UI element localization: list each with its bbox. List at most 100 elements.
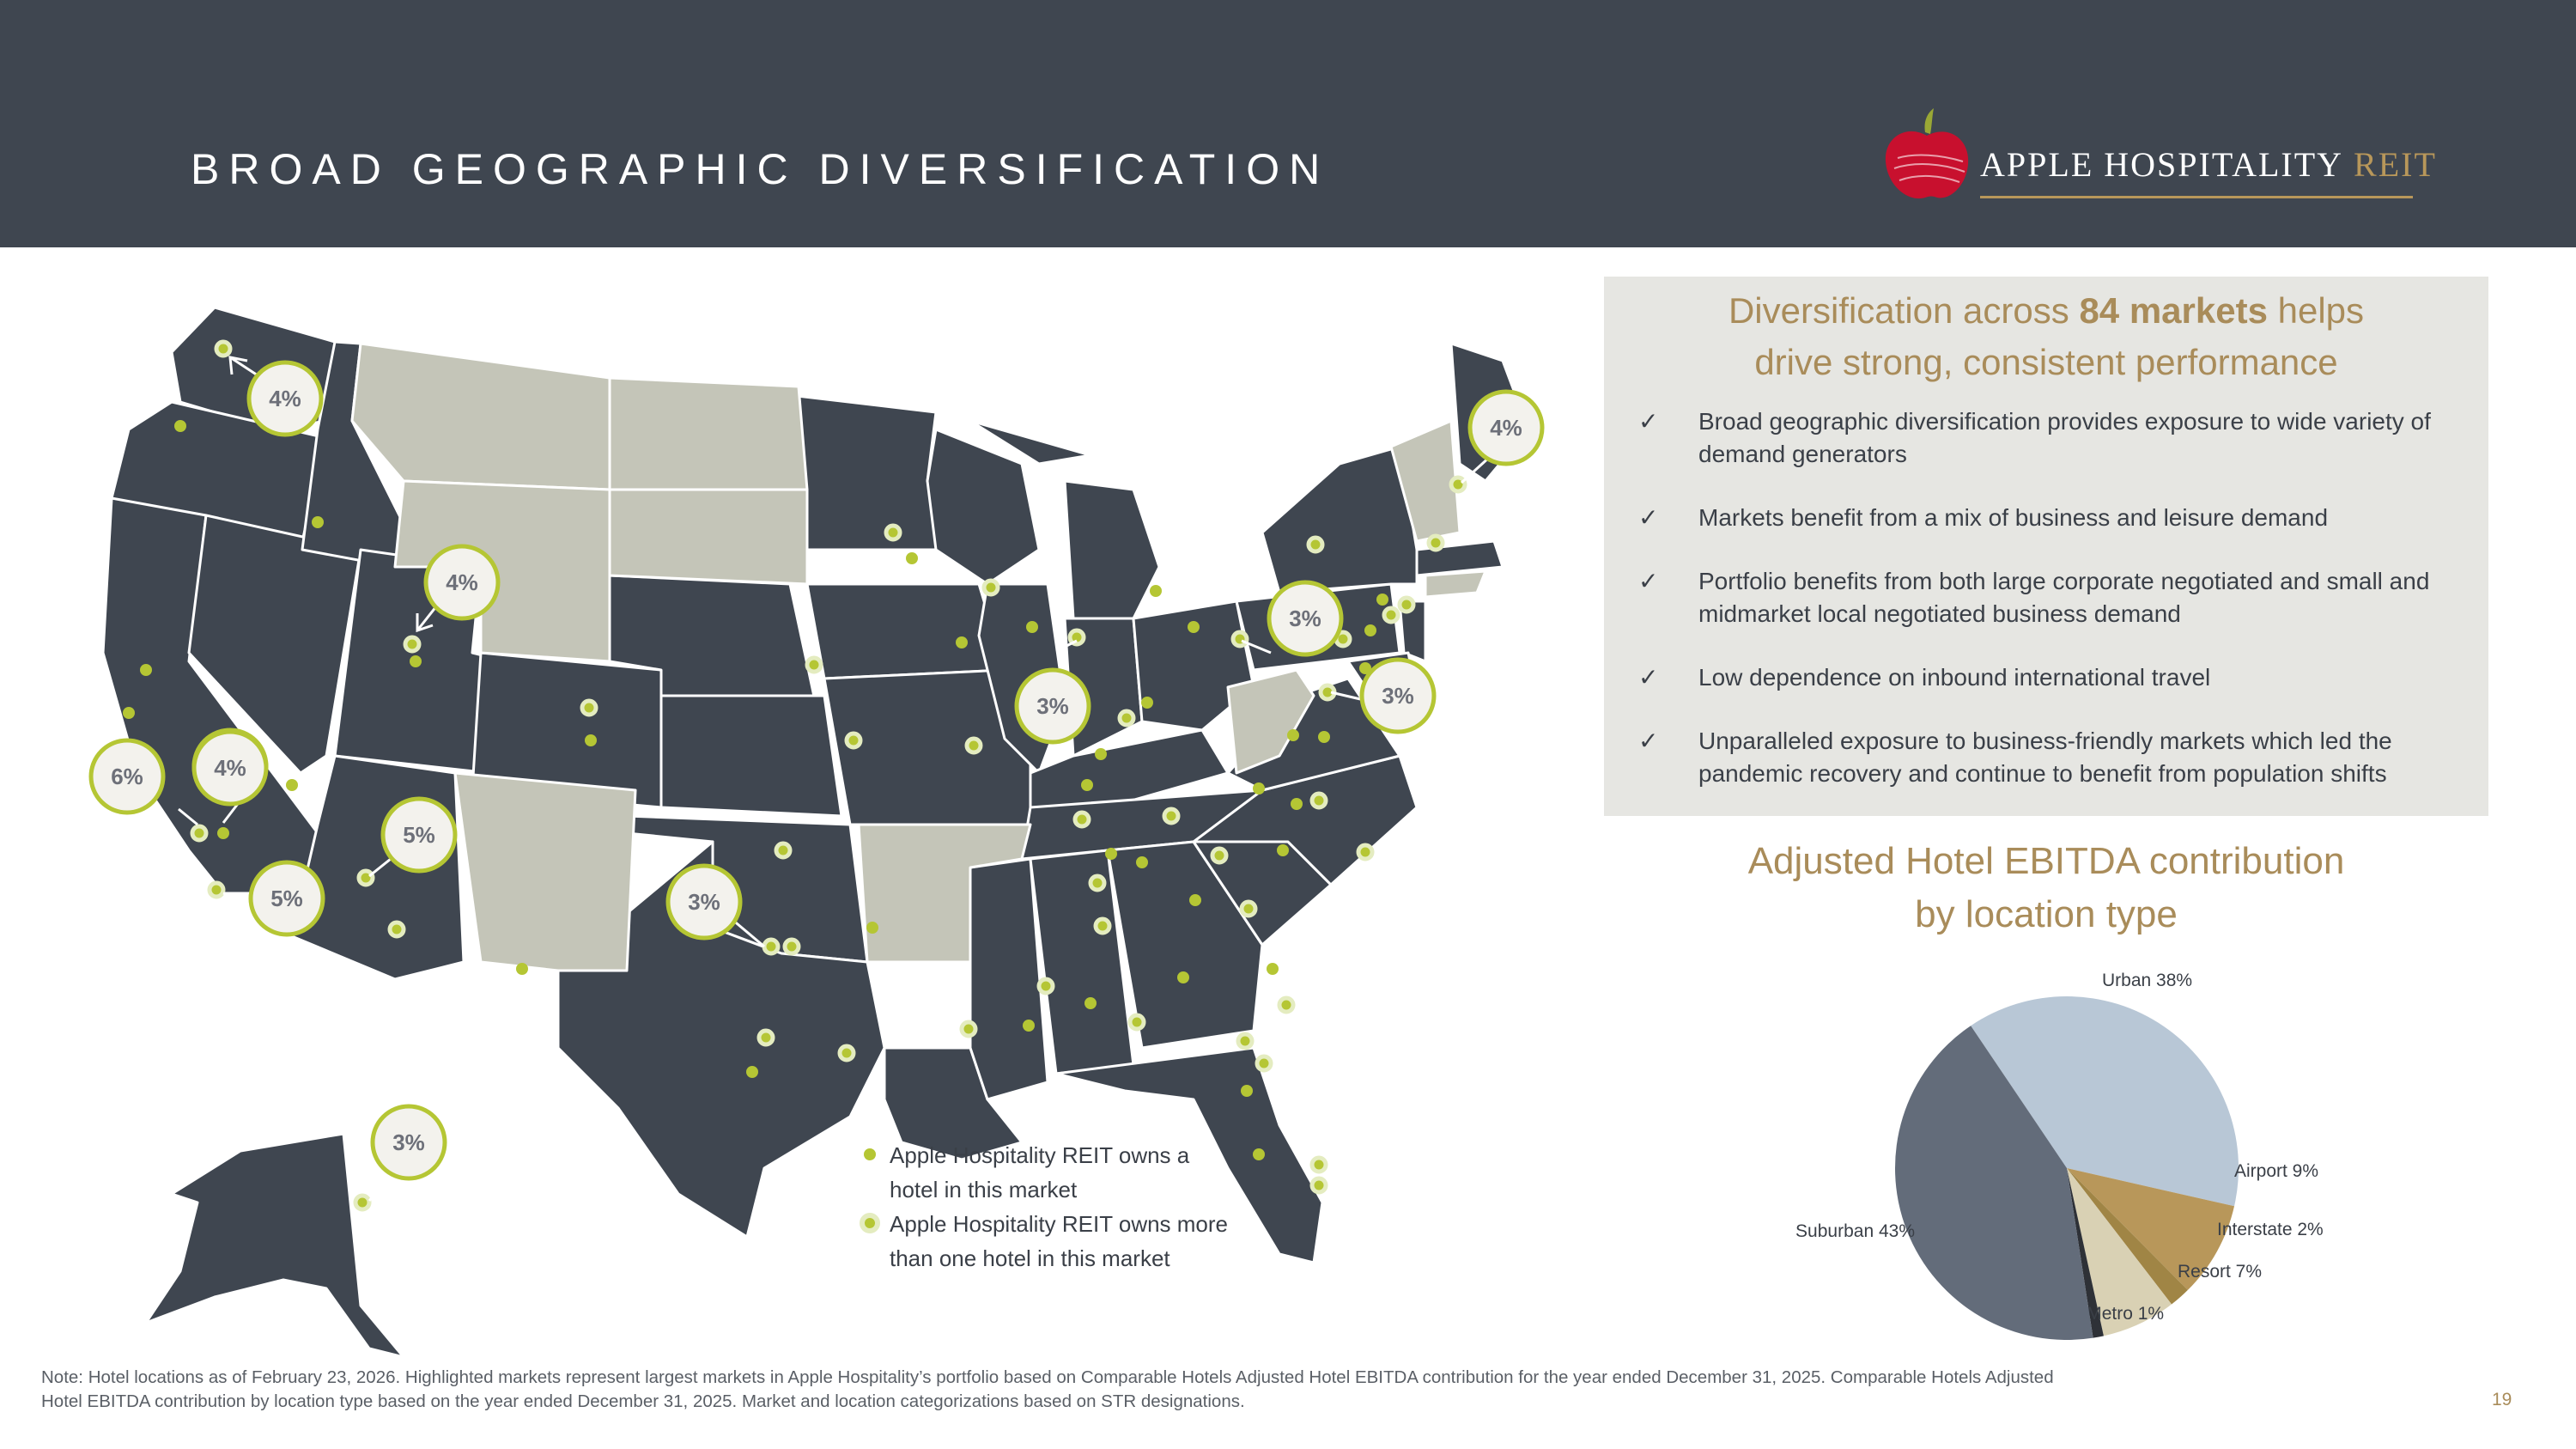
market-marker: [866, 922, 878, 934]
market-marker: [884, 523, 902, 542]
single-hotel-marker-icon: [864, 1148, 876, 1160]
market-marker: [410, 655, 422, 667]
pie-slice-label: Resort 7%: [2178, 1262, 2262, 1282]
market-marker: [1162, 807, 1181, 825]
pie-slice: [2067, 1168, 2104, 1338]
market-marker: [1088, 874, 1107, 892]
market-marker: [1072, 810, 1091, 829]
bullet-list: ✓ Broad geographic diversification provid…: [1638, 405, 2463, 821]
pie-slice-label: Suburban 43%: [1795, 1221, 1915, 1241]
market-marker: [1426, 533, 1445, 552]
market-marker: [746, 1066, 758, 1078]
callout-label: 4%: [446, 569, 478, 595]
footnote: Note: Hotel locations as of February 23,…: [41, 1367, 2054, 1411]
market-marker: [1277, 844, 1289, 856]
market-marker: [312, 516, 324, 528]
market-marker: [1023, 1020, 1035, 1032]
callout-label: 6%: [111, 764, 143, 789]
market-marker: [981, 578, 1000, 597]
market-marker: [837, 1044, 856, 1062]
location-type-pie-chart: Urban 38% Airport 9% Interstate 2% Resort 7…: [1795, 971, 2324, 1340]
header-bar: BROAD GEOGRAPHIC DIVERSIFICATION APPLE H…: [0, 0, 2576, 247]
market-marker: [1210, 846, 1229, 865]
market-marker: [774, 841, 793, 860]
state-michigan-up: [969, 419, 1092, 466]
callout-seattle: 4%: [246, 360, 324, 437]
market-marker: [1449, 475, 1467, 494]
state-new-york: [1261, 445, 1419, 594]
pie-slice: [2067, 1168, 2188, 1305]
market-marker: [762, 937, 781, 956]
market-marker: [756, 1028, 775, 1047]
market-marker: [1309, 1176, 1328, 1195]
market-marker: [353, 1193, 372, 1212]
state-montana: [350, 342, 611, 491]
state-arkansas: [857, 823, 1032, 964]
market-marker: [585, 734, 597, 746]
pie-slice: [1971, 996, 2239, 1207]
map-states-owned: [101, 306, 1530, 1357]
legend-multi-hotel: Apple Hospitality REIT owns more than on…: [859, 1207, 1228, 1275]
logo-rule: [1980, 196, 2413, 198]
pie-slice: [1895, 1026, 2093, 1340]
market-marker: [1084, 997, 1097, 1009]
bullet-item: ✓ Low dependence on inbound international…: [1638, 661, 2463, 694]
company-logo: APPLE HOSPITALITY REIT: [1880, 107, 2435, 210]
panel-heading: Diversification across 84 markets helps …: [1728, 290, 2365, 382]
market-marker: [1359, 662, 1371, 674]
market-marker: [123, 707, 135, 719]
pie-slice: [2067, 1168, 2235, 1290]
market-marker: [964, 736, 983, 755]
market-marker: [1267, 963, 1279, 975]
market-marker: [1253, 782, 1265, 795]
market-marker: [174, 420, 186, 432]
market-marker: [1093, 916, 1112, 935]
state-ohio: [1132, 600, 1255, 732]
diversification-panel: Diversification across 84 markets helps …: [1604, 277, 2488, 816]
market-marker: [356, 868, 375, 887]
checkmark-icon: ✓: [1638, 567, 1659, 595]
market-marker: [956, 636, 968, 648]
pie-slice-label: Urban 38%: [2102, 971, 2192, 990]
state-iowa: [805, 582, 1006, 680]
market-marker: [387, 920, 406, 939]
market-marker: [1277, 995, 1296, 1014]
market-marker: [1230, 630, 1249, 648]
checkmark-icon: ✓: [1638, 503, 1659, 532]
market-marker: [1318, 731, 1330, 743]
market-marker: [1188, 621, 1200, 633]
market-marker: [1364, 624, 1376, 636]
us-map: 4% 4% 4% 6% 4% 5% 5% 3% 3% 3% 3% 4% 3%: [88, 306, 1545, 1357]
callout-label: 3%: [688, 889, 720, 915]
market-marker: [1189, 894, 1201, 906]
market-marker: [403, 635, 422, 654]
map-legend: Apple Hospitality REIT owns a hotel in t…: [859, 1138, 1228, 1275]
market-marker: [1253, 1148, 1265, 1160]
market-marker: [1236, 1032, 1255, 1050]
checkmark-icon: ✓: [1638, 407, 1659, 435]
market-marker: [1309, 1155, 1328, 1174]
logo-wordmark: APPLE HOSPITALITY REIT: [1980, 145, 2437, 184]
callout-phoenix: 5%: [380, 796, 458, 874]
pie-chart-title: Adjusted Hotel EBITDA contribution by lo…: [1747, 840, 2345, 935]
state-michigan: [1063, 479, 1161, 620]
market-marker: [1105, 848, 1117, 860]
bullet-item: ✓ Broad geographic diversification provid…: [1638, 407, 2431, 467]
callout-label: 3%: [1036, 693, 1069, 719]
state-connecticut: [1424, 569, 1487, 599]
market-marker: [844, 731, 863, 750]
callout-label: 4%: [214, 755, 246, 781]
market-marker: [1127, 1013, 1146, 1032]
state-florida: [1054, 1046, 1324, 1264]
callout-label: 4%: [269, 386, 301, 411]
market-marker: [1382, 606, 1400, 624]
checkmark-icon: ✓: [1638, 727, 1659, 755]
market-marker: [207, 880, 226, 899]
market-marker: [1287, 729, 1299, 741]
market-marker: [1241, 1085, 1253, 1097]
callout-label: 5%: [403, 822, 435, 848]
market-marker: [1141, 697, 1153, 709]
callout-label: 3%: [392, 1129, 425, 1155]
state-west-virginia: [1226, 668, 1315, 775]
legend-single-hotel: Apple Hospitality REIT owns a hotel in t…: [859, 1138, 1228, 1207]
